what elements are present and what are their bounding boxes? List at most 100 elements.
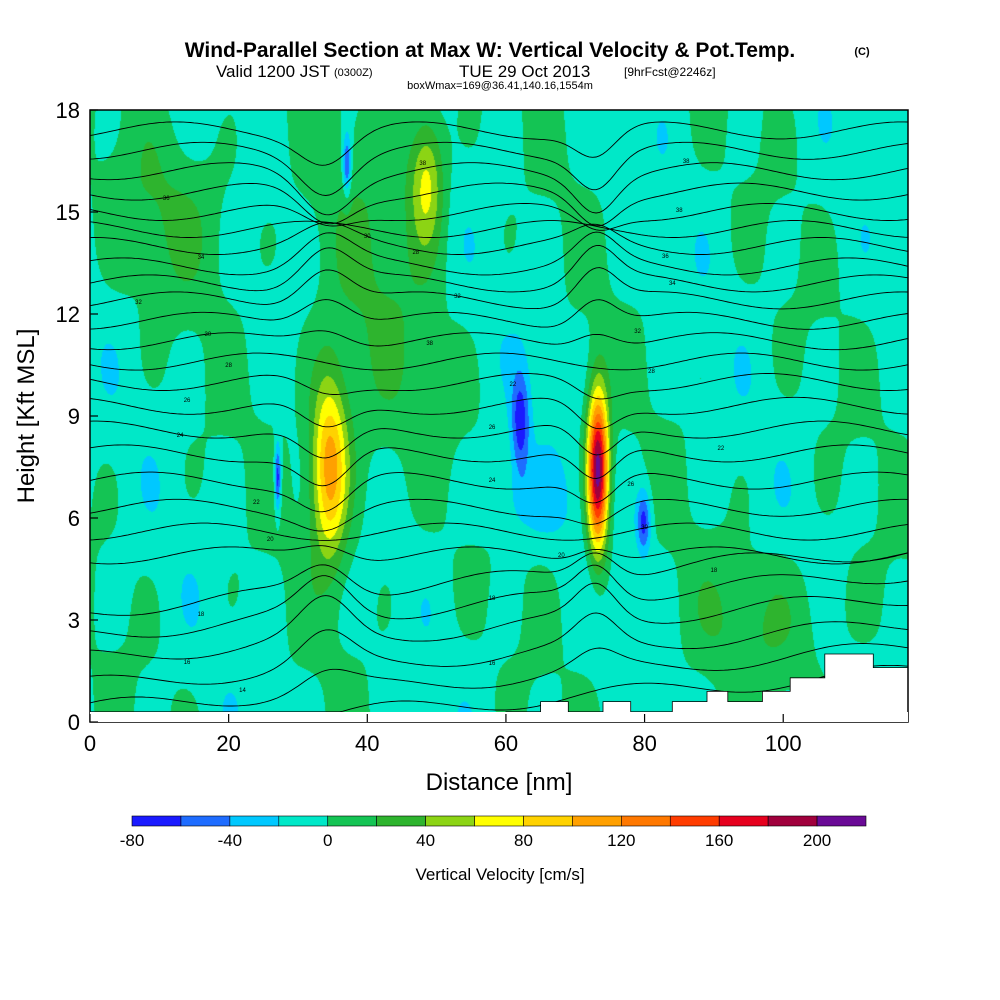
colorbar-swatch: [278, 815, 329, 827]
colorbar-swatch: [425, 815, 475, 827]
colorbar-swatch: [767, 815, 818, 827]
isentrope: [89, 267, 909, 310]
contour-label: 30: [364, 234, 371, 240]
isentrope: [89, 231, 909, 276]
valid-date-label: TUE 29 Oct 2013: [459, 62, 590, 81]
isentrope: [89, 245, 909, 293]
contour-label: 18: [711, 568, 718, 574]
colorbar-tick-label: 200: [803, 831, 831, 850]
colorbar-tick-label: 120: [607, 831, 635, 850]
colorbar-swatch: [816, 815, 867, 827]
contour-label: 32: [454, 294, 461, 300]
contour-label: 38: [419, 161, 426, 167]
isentrope: [89, 162, 909, 216]
contour-label: 26: [489, 425, 496, 431]
colorbar-tick-label: 80: [514, 831, 533, 850]
isentrope: [89, 522, 909, 541]
isentrope: [89, 552, 909, 616]
colorbar-swatch: [376, 815, 426, 827]
isentrope: [89, 182, 909, 227]
isentrope: [89, 330, 909, 351]
isentrope: [89, 545, 909, 565]
x-tick-label: 80: [632, 731, 656, 756]
contour-label: 38: [676, 208, 683, 214]
isentrope: [89, 582, 909, 660]
isentrope: [89, 121, 909, 166]
colorbar-swatch: [180, 815, 231, 827]
isentrope: [89, 498, 909, 532]
colorbar-swatch: [131, 815, 182, 827]
isentrope: [89, 141, 909, 196]
y-axis-ticks: 0 3 6 9 12 15 18: [56, 98, 98, 735]
contour-label: 14: [239, 688, 246, 694]
y-axis-label: Height [Kft MSL]: [13, 329, 40, 504]
colorbar-swatch: [327, 815, 377, 827]
colorbar-swatch: [718, 815, 769, 827]
colorbar-swatch: [669, 815, 720, 827]
colorbar-swatches: [131, 815, 867, 827]
contour-label: 16: [489, 661, 496, 667]
isentrope: [89, 220, 909, 238]
x-axis: 0 20 40 60 80 100 Distance [nm]: [84, 714, 802, 796]
colorbar-tick-label: -40: [218, 831, 243, 850]
contour-label: 24: [177, 433, 184, 439]
contour-label: 28: [412, 250, 419, 256]
forecast-label: [9hrFcst@2246z]: [624, 65, 716, 79]
isentrope: [89, 420, 909, 459]
colorbar-label: Vertical Velocity [cm/s]: [415, 865, 584, 884]
isentrope: [90, 664, 909, 713]
contour-label: 20: [267, 537, 274, 543]
contour-label: 28: [225, 363, 232, 369]
colorbar-swatch: [523, 815, 573, 827]
y-tick-label: 0: [68, 710, 80, 735]
contour-label: 22: [510, 382, 517, 388]
colorbar-swatch: [229, 815, 280, 827]
contour-label: 26: [184, 398, 191, 404]
colorbar-tick-label: 0: [323, 831, 332, 850]
y-tick-label: 15: [56, 200, 80, 225]
contour-label: 34: [198, 255, 205, 261]
contour-label: 38: [683, 159, 690, 165]
colorbar-tick-label: 160: [705, 831, 733, 850]
y-tick-label: 18: [56, 98, 80, 123]
colorbar-tick-label: -80: [120, 831, 145, 850]
contour-label: 30: [205, 332, 212, 338]
isentrope: [89, 352, 909, 371]
x-axis-ticks: 0 20 40 60 80 100: [84, 714, 802, 756]
isentrope: [89, 373, 909, 400]
isentrope: [89, 471, 909, 513]
isentrope: [89, 612, 909, 685]
isentrope: [89, 643, 909, 707]
contour-label: 26: [627, 482, 634, 488]
contour-label: 36: [163, 196, 170, 202]
isentrope: [89, 564, 909, 638]
contour-label: 34: [669, 281, 676, 287]
colorbar-swatch: [474, 815, 524, 827]
x-tick-label: 100: [765, 731, 802, 756]
y-tick-label: 6: [68, 506, 80, 531]
plot-area: 14 16 18 16 18 20 22 24 26 28 30 32 34 36 38 32 30 28 26 24…: [89, 109, 909, 723]
y-tick-label: 9: [68, 404, 80, 429]
contour-label: 30: [641, 525, 648, 531]
potential-temperature-contours: [89, 121, 909, 713]
colorbar-ticks: -80 -40 0 40 80 120 160 200: [120, 831, 832, 850]
contour-label: 38: [426, 341, 433, 347]
contour-label: 16: [184, 660, 191, 666]
isentrope: [89, 396, 909, 430]
vertical-velocity-field: [90, 110, 908, 712]
contour-label: 20: [558, 553, 565, 559]
x-axis-label: Distance [nm]: [426, 769, 573, 796]
chart-title-block: Wind-Parallel Section at Max W: Vertical…: [185, 39, 870, 92]
valid-time-label: Valid 1200 JST: [216, 62, 330, 81]
contour-label: 24: [489, 478, 496, 484]
x-tick-label: 20: [216, 731, 240, 756]
contour-label: 32: [634, 329, 641, 335]
contour-label: 18: [198, 612, 205, 618]
isentrope: [89, 203, 909, 231]
chart-title: Wind-Parallel Section at Max W: Vertical…: [185, 39, 796, 62]
colorbar-swatch: [621, 815, 671, 827]
contour-label: 32: [135, 300, 142, 306]
y-tick-label: 12: [56, 302, 80, 327]
colorbar: -80 -40 0 40 80 120 160 200 Vertical Velocity […: [120, 815, 867, 884]
